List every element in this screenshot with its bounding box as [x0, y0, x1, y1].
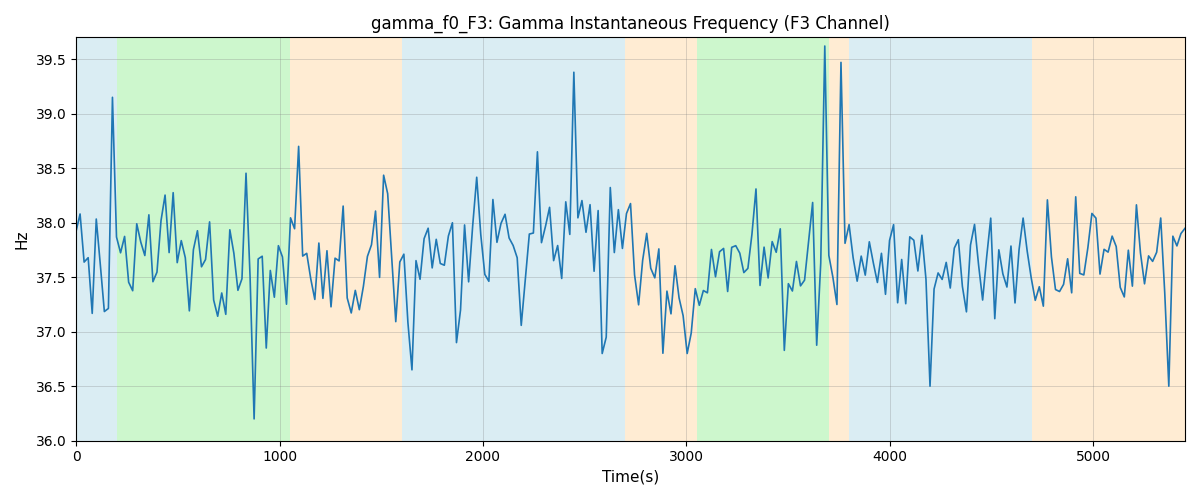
Title: gamma_f0_F3: Gamma Instantaneous Frequency (F3 Channel): gamma_f0_F3: Gamma Instantaneous Frequen… — [371, 15, 890, 34]
Y-axis label: Hz: Hz — [14, 230, 30, 249]
X-axis label: Time(s): Time(s) — [602, 470, 659, 485]
Bar — [829, 38, 850, 440]
Bar — [697, 38, 829, 440]
Bar — [116, 38, 289, 440]
Bar — [850, 38, 1032, 440]
Bar — [625, 38, 697, 440]
Bar — [402, 38, 625, 440]
Bar — [76, 38, 116, 440]
Bar — [1032, 38, 1186, 440]
Bar — [289, 38, 402, 440]
